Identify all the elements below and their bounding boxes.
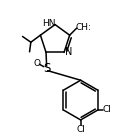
- Text: N: N: [65, 47, 72, 57]
- Text: O: O: [34, 59, 41, 68]
- Text: HN: HN: [42, 19, 55, 28]
- Text: Cl: Cl: [103, 106, 112, 115]
- Text: Cl: Cl: [76, 125, 85, 134]
- Text: CH:: CH:: [76, 23, 92, 32]
- Text: S: S: [43, 62, 50, 75]
